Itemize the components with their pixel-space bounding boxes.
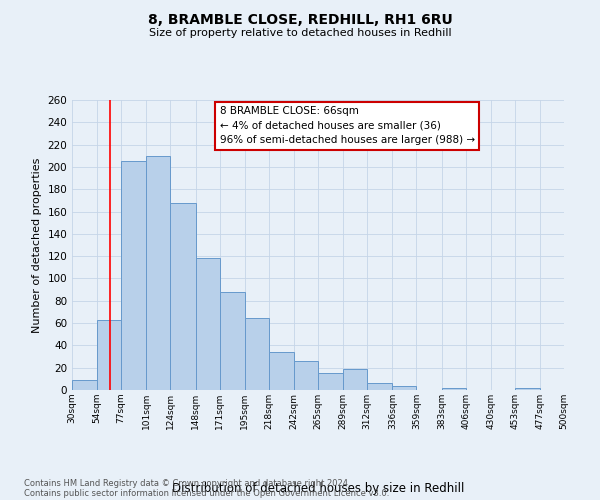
Text: Size of property relative to detached houses in Redhill: Size of property relative to detached ho…: [149, 28, 451, 38]
Bar: [318, 374, 343, 390]
Bar: [245, 318, 269, 390]
Text: 8 BRAMBLE CLOSE: 66sqm
← 4% of detached houses are smaller (36)
96% of semi-deta: 8 BRAMBLE CLOSE: 66sqm ← 4% of detached …: [220, 106, 475, 146]
Text: Contains public sector information licensed under the Open Government Licence v3: Contains public sector information licen…: [24, 488, 389, 498]
X-axis label: Distribution of detached houses by size in Redhill: Distribution of detached houses by size …: [172, 482, 464, 495]
Bar: [72, 380, 97, 390]
Bar: [269, 352, 294, 390]
Bar: [170, 202, 196, 390]
Bar: [367, 384, 392, 390]
Text: Contains HM Land Registry data © Crown copyright and database right 2024.: Contains HM Land Registry data © Crown c…: [24, 478, 350, 488]
Bar: [515, 388, 540, 390]
Bar: [343, 369, 367, 390]
Bar: [146, 156, 170, 390]
Bar: [97, 320, 121, 390]
Y-axis label: Number of detached properties: Number of detached properties: [32, 158, 42, 332]
Bar: [294, 361, 318, 390]
Bar: [196, 258, 220, 390]
Bar: [220, 292, 245, 390]
Bar: [442, 388, 466, 390]
Text: 8, BRAMBLE CLOSE, REDHILL, RH1 6RU: 8, BRAMBLE CLOSE, REDHILL, RH1 6RU: [148, 12, 452, 26]
Bar: [121, 162, 146, 390]
Bar: [392, 386, 416, 390]
